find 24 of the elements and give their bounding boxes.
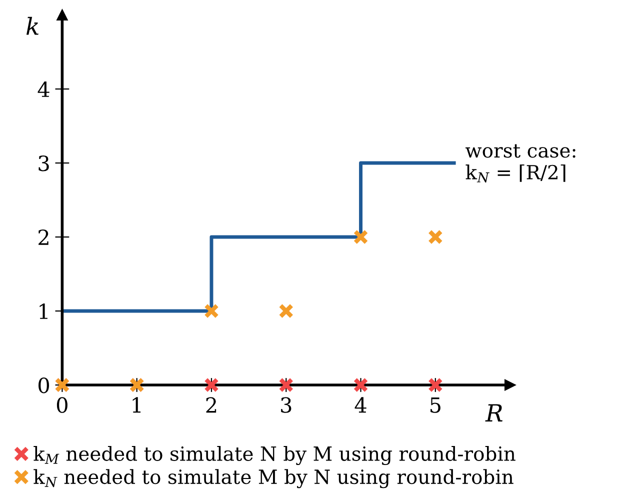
y-axis-title: k — [26, 16, 38, 35]
point — [278, 304, 294, 318]
point — [353, 378, 368, 392]
y-tick-label: 0 — [38, 377, 50, 394]
x-tick-label: 2 — [206, 397, 216, 413]
y-tick-label: 4 — [38, 81, 50, 97]
legend-label: k$_{M}$ needed to simulate N by M using round-robin — [34, 446, 516, 466]
x-tick-label: 5 — [430, 397, 440, 413]
point — [204, 304, 219, 318]
x-tick-label: 0 — [56, 397, 68, 413]
y-tick-label: 2 — [38, 229, 48, 245]
x-tick-label: 1 — [132, 397, 141, 413]
x-tick-label: 4 — [354, 397, 366, 413]
x-tick-label: 3 — [281, 397, 292, 413]
point — [204, 378, 219, 392]
x-axis-title: R — [485, 404, 502, 422]
y-tick-label: 1 — [40, 303, 48, 319]
y-tick-label: 3 — [38, 155, 49, 172]
point — [428, 230, 443, 244]
point — [278, 378, 294, 392]
point — [428, 378, 443, 392]
point — [353, 230, 368, 244]
legend-label: k$_{N}$ needed to simulate M by N using round-robin — [34, 469, 514, 488]
annotation: worst case: k$_{N}$ = ⌈R/2⌉ — [465, 144, 576, 182]
